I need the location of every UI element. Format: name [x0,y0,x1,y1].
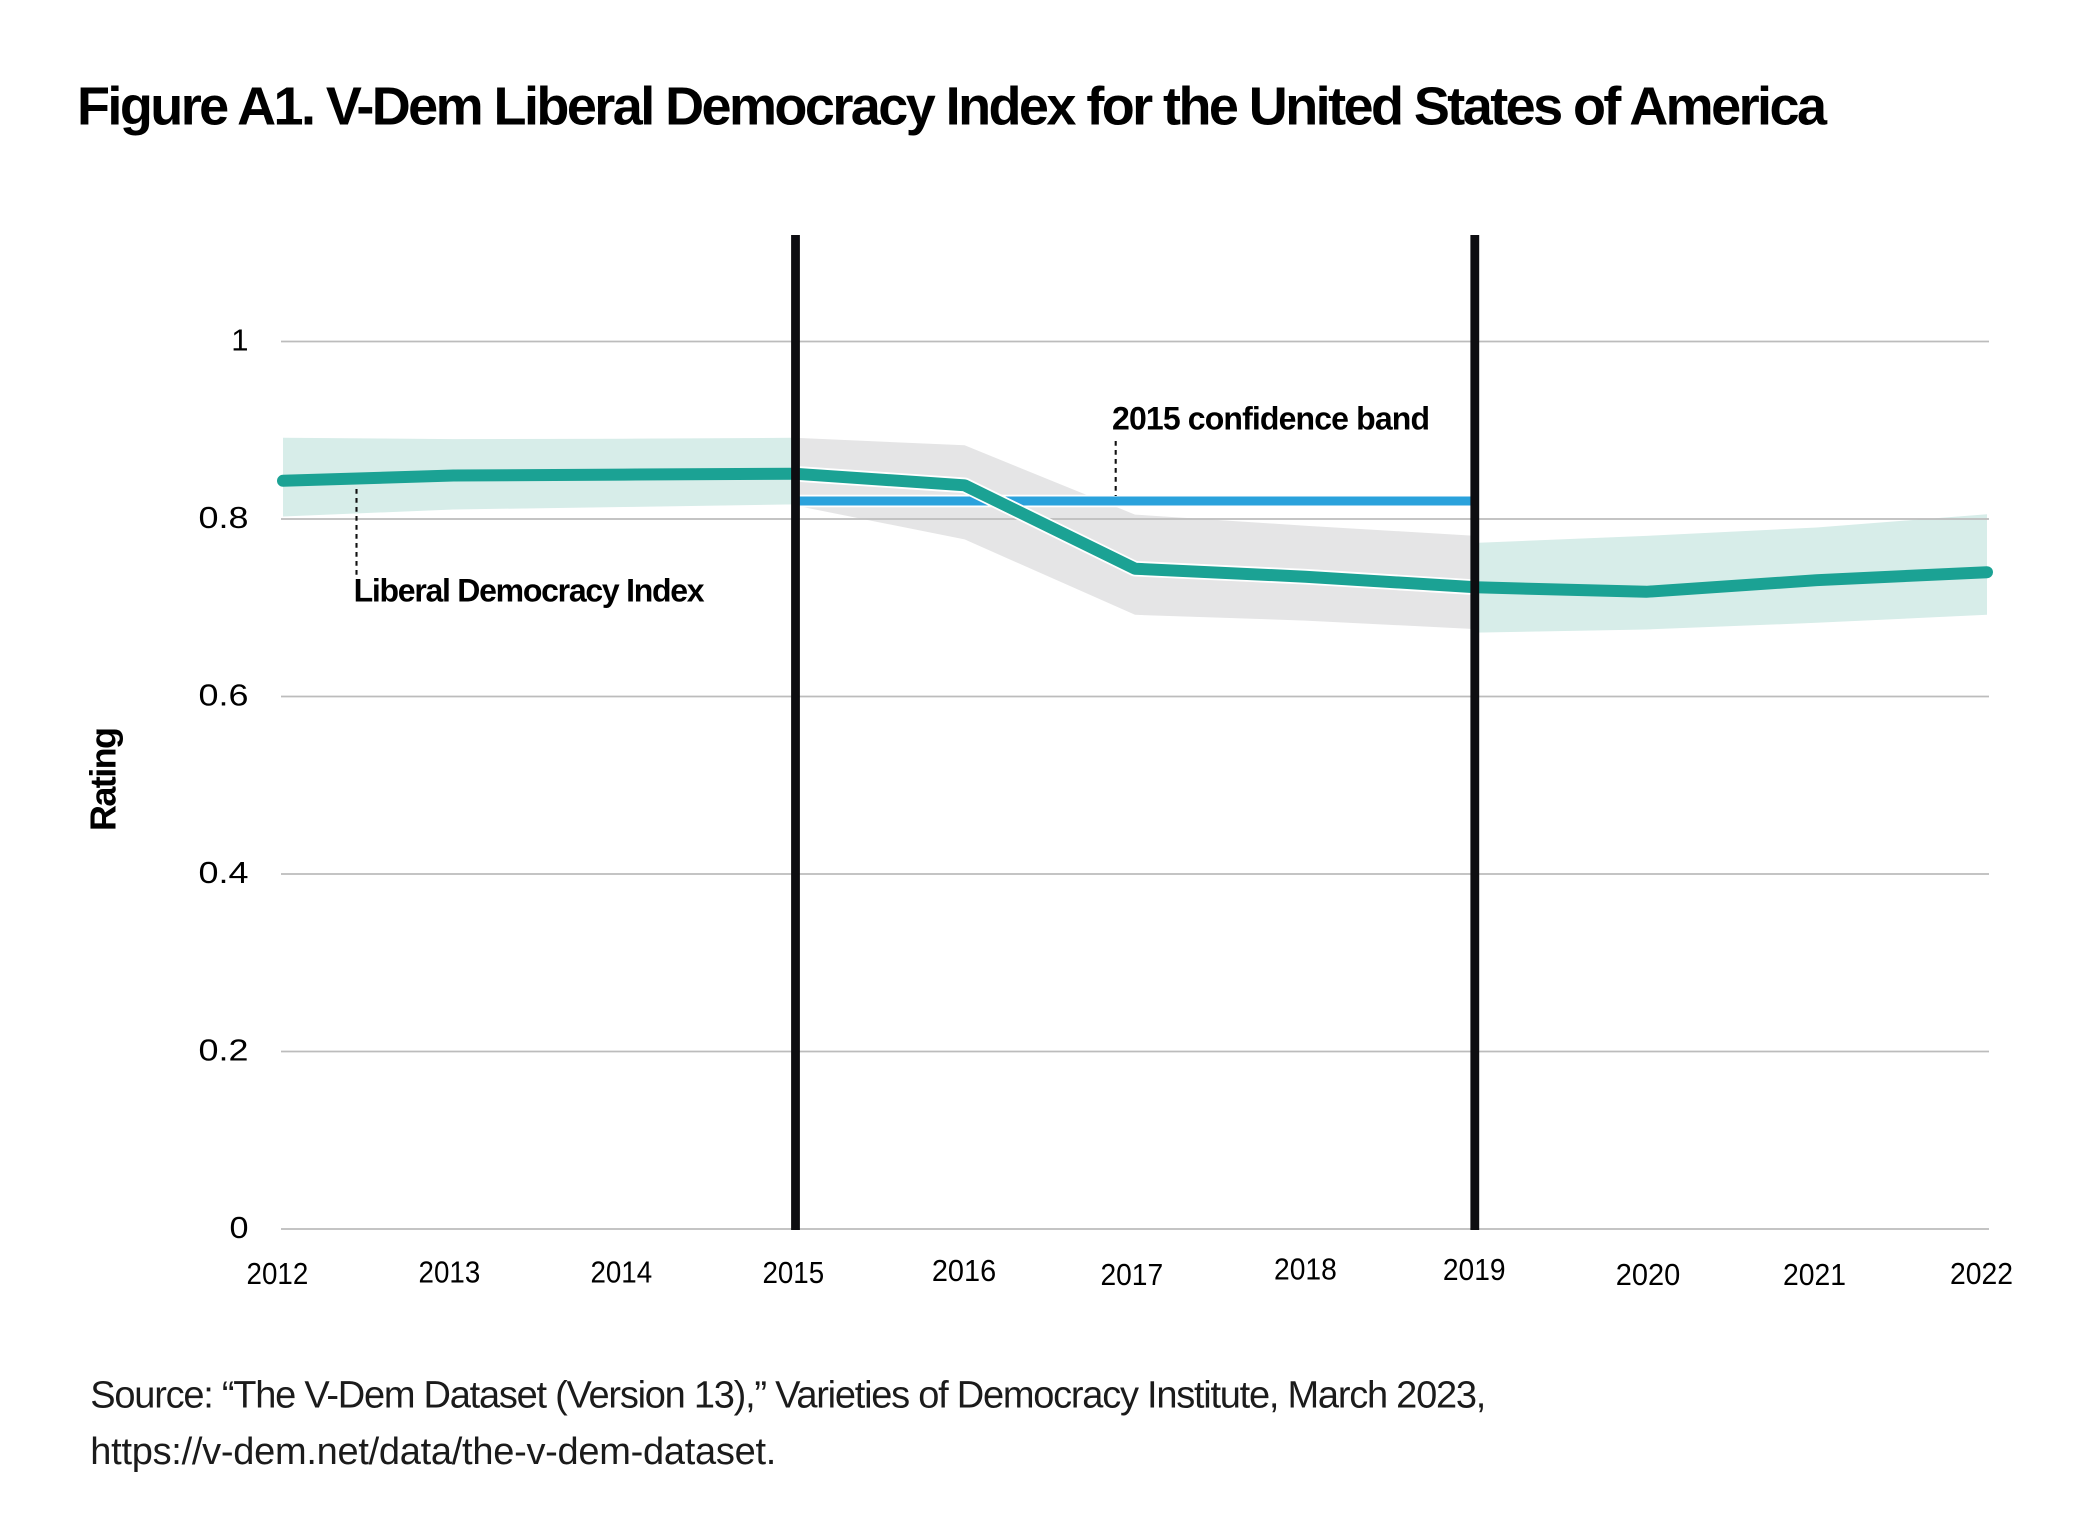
svg-text:1: 1 [231,323,248,358]
svg-text:2015: 2015 [762,1255,824,1290]
svg-text:2013: 2013 [419,1255,481,1290]
svg-text:0.8: 0.8 [199,500,249,535]
svg-text:2017: 2017 [1100,1257,1163,1292]
svg-text:0: 0 [230,1210,249,1245]
svg-text:Liberal Democracy Index: Liberal Democracy Index [354,573,705,609]
svg-text:2020: 2020 [1616,1257,1681,1292]
svg-text:2015 confidence band: 2015 confidence band [1112,401,1430,437]
svg-text:Rating: Rating [83,727,124,831]
svg-text:Source: “The V-Dem Dataset (Ve: Source: “The V-Dem Dataset (Version 13),… [90,1375,1486,1417]
svg-text:2016: 2016 [932,1253,996,1288]
svg-text:2012: 2012 [247,1256,309,1291]
svg-text:2019: 2019 [1443,1252,1506,1287]
svg-text:0.2: 0.2 [199,1033,249,1068]
svg-text:2022: 2022 [1950,1256,2013,1291]
svg-text:0.4: 0.4 [199,855,249,890]
svg-text:2021: 2021 [1783,1257,1846,1292]
svg-text:0.6: 0.6 [199,678,249,713]
svg-text:2018: 2018 [1274,1251,1337,1286]
svg-text:https://v-dem.net/data/the-v-d: https://v-dem.net/data/the-v-dem-dataset… [90,1431,776,1473]
svg-text:2014: 2014 [590,1255,652,1290]
svg-text:Figure A1. V-Dem Liberal Democ: Figure A1. V-Dem Liberal Democracy Index… [77,77,1828,137]
